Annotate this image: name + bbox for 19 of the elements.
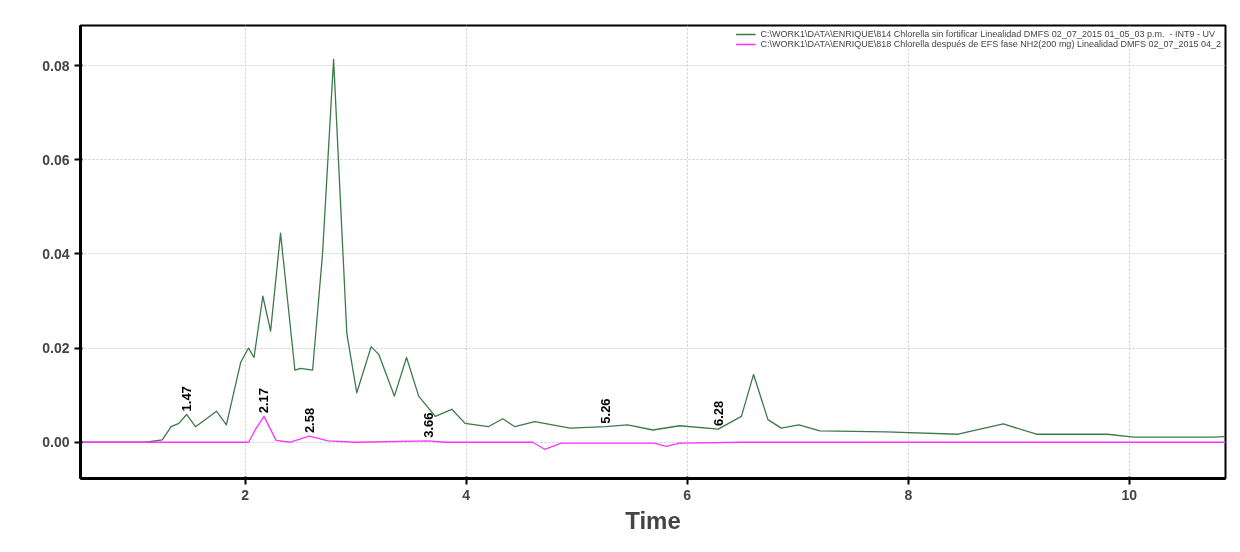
x-tick-label: 8 [904,486,913,503]
annotation: 2.58 [301,407,317,434]
y-tick-label: 0.02 [42,340,70,357]
y-tick-label: 0.06 [42,151,70,168]
x-axis-title: Time [625,506,681,534]
annotation: 1.47 [179,386,195,412]
y-tick-label: 0.00 [42,434,70,451]
legend-label: C:\WORK1\DATA\ENRIQUE\818 Chlorella después de EFS fase NH2(200 mg) Linealidad DMFS 02_07_2015 04_2 [760,39,1221,49]
y-tick-label: 0.04 [42,245,70,262]
annotation: 5.26 [597,398,613,424]
x-tick-label: 10 [1121,486,1138,503]
annotation: 6.28 [710,400,726,427]
x-tick-label: 6 [683,486,692,503]
y-tick-label: 0.08 [42,57,70,74]
annotation: 2.17 [256,388,272,414]
x-tick-label: 2 [241,486,250,503]
legend-label: C:\WORK1\DATA\ENRIQUE\814 Chlorella sin fortificar Linealidad DMFS 02_07_2015 01_05_03 p.m. - INT9 - UV [760,29,1215,39]
x-tick-label: 4 [462,486,471,503]
annotation: 3.66 [421,412,437,438]
